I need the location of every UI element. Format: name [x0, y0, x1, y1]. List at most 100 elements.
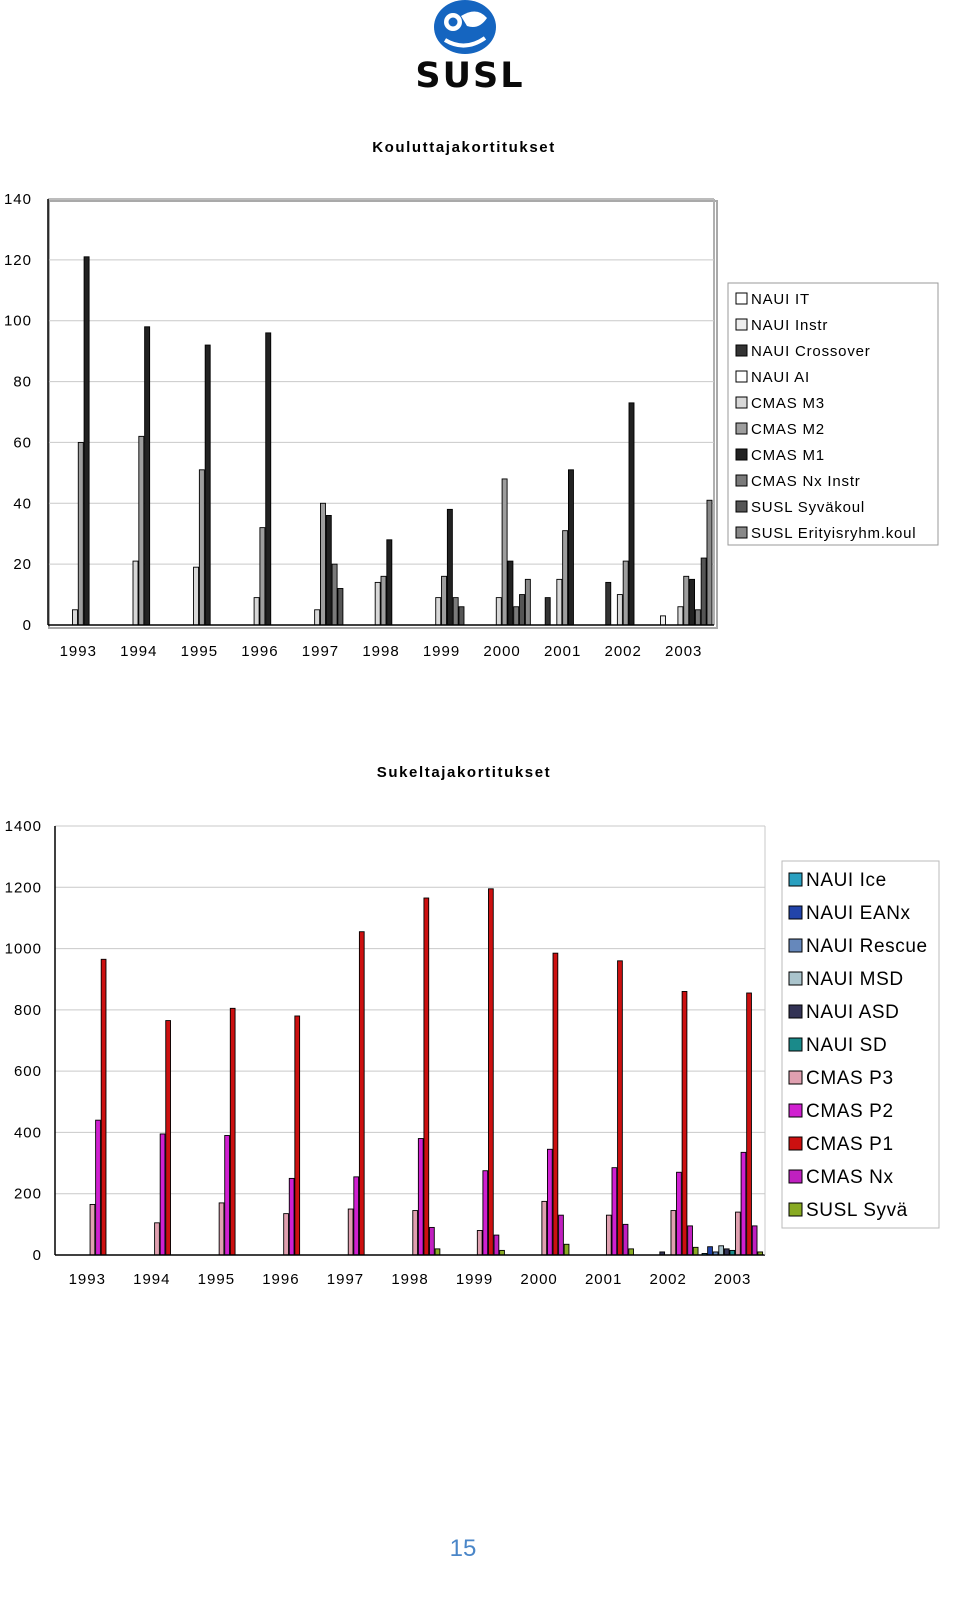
bar-cmas-nx-instr-2003: [694, 609, 701, 626]
legend: NAUI IT NAUI Instr NAUI Crossover NAUI AI CM…: [727, 282, 939, 546]
bar-susl-syv-koul-1997: [337, 588, 344, 626]
bar-cmas-p1-1994: [165, 1020, 171, 1256]
x-tick-label: 1996: [241, 643, 278, 660]
plot-area: [47, 198, 718, 629]
x-tick-label: 2002: [649, 1271, 686, 1288]
bar-cmas-m3-1997: [314, 609, 321, 626]
bar-cmas-m2-2002: [622, 560, 629, 626]
x-tick-label: 1999: [456, 1271, 493, 1288]
bar-cmas-m1-2003: [689, 578, 696, 626]
bar-cmas-nx-1998: [429, 1226, 435, 1256]
legend-label-cmas-nx-instr: CMAS Nx Instr: [751, 473, 861, 490]
bar-cmas-p3-1995: [218, 1202, 225, 1256]
page-number: 15: [449, 1535, 477, 1562]
legend-swatch-susl-erityisryhm-koul: [735, 526, 748, 539]
bar-naui-msd-2003: [718, 1245, 725, 1256]
x-tick-label: 1994: [120, 643, 157, 660]
plot-area: [54, 825, 766, 1256]
bar-cmas-p1-1997: [358, 931, 365, 1256]
bar-cmas-p2-2002: [676, 1171, 682, 1256]
y-tick-label: 140: [4, 191, 32, 208]
bar-susl-syv-2002: [692, 1246, 699, 1256]
y-tick-label: 120: [4, 252, 32, 269]
legend-swatch-naui-rescue: [788, 938, 803, 953]
legend-swatch-cmas-nx: [788, 1169, 803, 1184]
bar-cmas-p3-2001: [605, 1214, 612, 1256]
legend-label-naui-msd: NAUI MSD: [806, 969, 904, 990]
bar-cmas-m1-1998: [386, 539, 393, 626]
x-tick-label: 1997: [302, 643, 339, 660]
bar-susl-syv-2000: [563, 1243, 570, 1256]
bar-cmas-m1-1995: [204, 344, 211, 626]
bar-cmas-m2-1999: [441, 575, 448, 626]
legend-swatch-cmas-nx-instr: [735, 474, 748, 487]
bar-cmas-p2-1996: [288, 1177, 295, 1256]
bar-cmas-m1-1993: [83, 256, 90, 626]
bar-cmas-p3-1997: [347, 1208, 354, 1256]
legend-label-naui-instr: NAUI Instr: [751, 317, 828, 334]
x-tick-label: 2003: [665, 643, 702, 660]
bar-cmas-p1-2003: [746, 992, 752, 1256]
bar-cmas-nx-instr-1999: [452, 597, 459, 626]
bar-cmas-m2-2003: [683, 575, 690, 626]
legend-label-susl-erityisryhm-koul: SUSL Erityisryhm.koul: [751, 525, 916, 542]
bar-cmas-p2-1997: [353, 1176, 360, 1256]
bar-cmas-m2-1994: [138, 435, 145, 626]
legend-label-naui-asd: NAUI ASD: [806, 1002, 900, 1023]
bar-cmas-p1-1998: [423, 897, 430, 1256]
susl-logo: SUSL: [405, 0, 535, 96]
legend-label-cmas-m1: CMAS M1: [751, 447, 825, 464]
bar-cmas-m2-2000: [501, 478, 508, 626]
legend-swatch-cmas-m2: [735, 422, 748, 435]
legend-swatch-naui-ice: [788, 872, 803, 887]
bar-cmas-m1-1994: [144, 326, 151, 626]
bar-cmas-m3-1993: [72, 609, 78, 626]
legend-label-cmas-p2: CMAS P2: [806, 1101, 894, 1122]
bar-cmas-p2-1994: [159, 1133, 166, 1256]
bar-cmas-p3-1998: [412, 1210, 419, 1256]
legend-label-susl-syv: SUSL Syvä: [806, 1200, 908, 1221]
legend: NAUI Ice NAUI EANx NAUI Rescue NAUI MSD NAUI…: [781, 860, 940, 1229]
legend-swatch-naui-asd: [788, 1004, 803, 1019]
bar-cmas-nx-2001: [622, 1223, 629, 1256]
x-tick-label: 2000: [483, 643, 520, 660]
bar-cmas-m3-1998: [374, 581, 381, 626]
bar-cmas-m2-1995: [198, 469, 205, 626]
legend-swatch-naui-ai: [735, 370, 748, 383]
legend-label-cmas-m2: CMAS M2: [751, 421, 825, 438]
bar-susl-syv-1998: [434, 1248, 441, 1256]
y-tick-label: 200: [14, 1186, 42, 1203]
x-tick-label: 1993: [60, 643, 97, 660]
y-tick-label: 20: [13, 556, 32, 573]
bar-cmas-m2-1996: [259, 527, 266, 626]
bar-cmas-m3-2003: [677, 606, 684, 626]
bar-cmas-m2-1993: [77, 441, 84, 626]
y-tick-label: 40: [13, 495, 32, 512]
legend-label-cmas-m3: CMAS M3: [751, 395, 825, 412]
legend-label-cmas-p3: CMAS P3: [806, 1068, 894, 1089]
legend-label-naui-ice: NAUI Ice: [806, 870, 887, 891]
x-tick-label: 1997: [327, 1271, 364, 1288]
bar-cmas-p1-1996: [294, 1015, 301, 1256]
legend-swatch-susl-syv: [788, 1202, 803, 1217]
bar-cmas-p3-2003: [735, 1211, 741, 1256]
legend-label-naui-sd: NAUI SD: [806, 1035, 887, 1056]
y-tick-label: 100: [4, 313, 32, 330]
bar-cmas-p1-1993: [100, 958, 107, 1256]
legend-swatch-naui-eanx: [788, 905, 803, 920]
bar-cmas-m1-1999: [446, 508, 453, 626]
x-tick-label: 2003: [714, 1271, 751, 1288]
y-tick-label: 0: [23, 617, 32, 634]
x-tick-label: 1995: [198, 1271, 235, 1288]
bar-susl-syv-koul-2000: [519, 594, 525, 626]
bar-cmas-m1-2002: [628, 402, 635, 626]
legend-label-naui-eanx: NAUI EANx: [806, 903, 911, 924]
x-tick-label: 1993: [69, 1271, 106, 1288]
legend-swatch-naui-crossover: [735, 344, 748, 357]
legend-label-naui-ai: NAUI AI: [751, 369, 810, 386]
bar-susl-erityisryhm-koul-2000: [524, 578, 531, 626]
logo-text: SUSL: [415, 56, 525, 96]
y-tick-label: 800: [14, 1002, 42, 1019]
bar-susl-syv-2001: [628, 1248, 634, 1256]
bar-susl-syv-koul-1999: [458, 606, 465, 626]
